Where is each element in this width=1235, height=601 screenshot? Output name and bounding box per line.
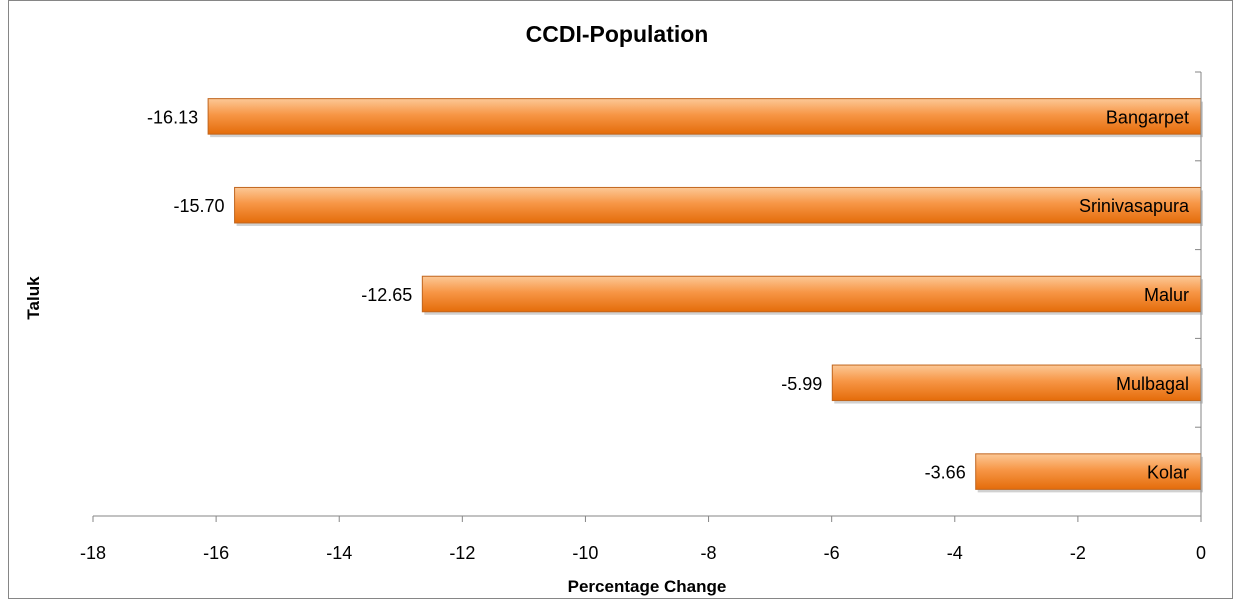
category-label: Srinivasapura: [1079, 196, 1190, 216]
bar: [975, 453, 1202, 490]
category-label: Bangarpet: [1106, 107, 1189, 127]
data-label: -3.66: [925, 463, 966, 483]
bar: [421, 275, 1202, 313]
axes-group: -18 -16 -14 -12 -10 -8 -6 -4 -2 0: [80, 71, 1206, 563]
category-label: Malur: [1144, 285, 1189, 305]
x-tick-label: -14: [326, 543, 352, 563]
x-tick-label: -8: [701, 543, 717, 563]
bar: [234, 186, 1202, 224]
category-label: Kolar: [1147, 463, 1189, 483]
bar-mulbagal: Mulbagal -5.99: [781, 364, 1203, 404]
x-tick-label: -2: [1070, 543, 1086, 563]
data-label: -12.65: [361, 285, 412, 305]
bar-kolar: Kolar -3.66: [925, 453, 1203, 493]
bar: [207, 98, 1202, 135]
x-tick-label: -10: [572, 543, 598, 563]
x-axis-title: Percentage Change: [568, 577, 727, 596]
x-tick-label: -12: [449, 543, 475, 563]
x-tick-label: -16: [203, 543, 229, 563]
y-axis-title: Taluk: [24, 276, 43, 320]
data-label: -15.70: [174, 196, 225, 216]
data-label: -5.99: [781, 374, 822, 394]
bar: [831, 364, 1202, 402]
chart-title: CCDI-Population: [526, 21, 709, 47]
x-tick-label: -18: [80, 543, 106, 563]
x-tick-label: -4: [947, 543, 963, 563]
x-tick-label: -6: [824, 543, 840, 563]
bar-malur: Malur -12.65: [361, 275, 1203, 315]
data-label: -16.13: [147, 107, 198, 127]
bar-bangarpet: Bangarpet -16.13: [147, 98, 1203, 138]
x-tick-label: 0: [1196, 543, 1206, 563]
bars-group: Bangarpet -16.13 Srinivasapura -15.70 Malur -…: [147, 98, 1204, 493]
category-label: Mulbagal: [1116, 374, 1189, 394]
bar-srinivasapura: Srinivasapura -15.70: [174, 186, 1204, 226]
